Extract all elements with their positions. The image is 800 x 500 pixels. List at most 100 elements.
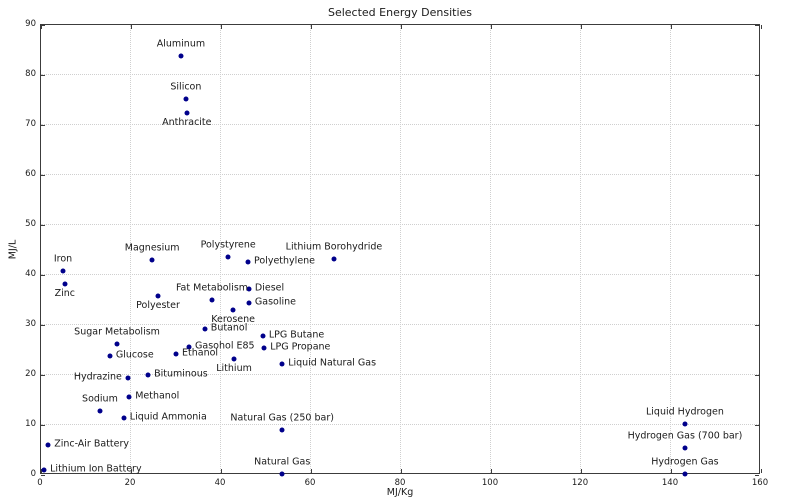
x-gridline bbox=[310, 25, 311, 473]
data-point bbox=[230, 307, 236, 313]
y-tick-label: 60 bbox=[25, 169, 36, 179]
data-point bbox=[261, 345, 267, 351]
data-point bbox=[260, 333, 266, 339]
data-point bbox=[114, 341, 120, 346]
data-point bbox=[107, 353, 113, 359]
point-label: Glucose bbox=[115, 349, 154, 361]
data-point bbox=[245, 259, 251, 265]
point-label: Bituminous bbox=[154, 368, 208, 380]
y-tick-label: 70 bbox=[25, 119, 36, 129]
data-point bbox=[155, 293, 161, 299]
point-label: Iron bbox=[53, 253, 73, 265]
point-label: Butanol bbox=[210, 322, 248, 334]
y-tick-mark bbox=[41, 25, 45, 26]
y-tick-label: 40 bbox=[25, 269, 36, 279]
point-label: Gasohol E85 bbox=[195, 340, 255, 352]
point-label: Natural Gas (250 bar) bbox=[230, 412, 334, 424]
data-point bbox=[331, 256, 337, 262]
y-gridline bbox=[41, 424, 759, 425]
x-tick-mark bbox=[131, 25, 132, 29]
data-point bbox=[209, 297, 215, 303]
point-label: Anthracite bbox=[162, 117, 212, 128]
data-point bbox=[231, 356, 237, 362]
y-tick-mark bbox=[41, 475, 45, 476]
y-tick-label: 10 bbox=[25, 419, 36, 429]
data-point bbox=[126, 394, 132, 400]
x-gridline bbox=[400, 25, 401, 473]
y-axis-label: MJ/L bbox=[7, 239, 19, 260]
x-tick-label: 40 bbox=[214, 478, 226, 488]
y-tick-mark bbox=[41, 375, 45, 376]
y-tick-mark bbox=[41, 225, 45, 226]
y-tick-label: 20 bbox=[25, 369, 36, 379]
x-tick-label: 60 bbox=[304, 478, 316, 488]
point-label: Polyester bbox=[136, 300, 180, 311]
data-point bbox=[97, 408, 103, 414]
point-label: Magnesium bbox=[124, 242, 180, 254]
plot-area: Aluminum Silicon Anthracite Magnesium Iron Zi… bbox=[40, 24, 762, 477]
y-tick-mark bbox=[755, 25, 759, 26]
y-tick-mark bbox=[755, 475, 759, 476]
point-label: Aluminum bbox=[156, 38, 206, 50]
x-tick-label: 100 bbox=[481, 478, 499, 488]
point-label: Gasoline bbox=[254, 296, 296, 308]
x-tick-label: 140 bbox=[661, 478, 679, 488]
data-point bbox=[45, 442, 51, 448]
x-tick-mark bbox=[581, 469, 582, 473]
x-tick-label: 0 bbox=[37, 478, 43, 488]
point-label: LPG Propane bbox=[270, 341, 331, 353]
y-tick-mark bbox=[41, 325, 45, 326]
y-tick-mark bbox=[755, 75, 759, 76]
point-label: Ethanol bbox=[182, 347, 219, 359]
point-label: Sugar Metabolism bbox=[74, 326, 160, 338]
data-point bbox=[62, 281, 68, 287]
y-gridline bbox=[41, 74, 759, 75]
point-label: Natural Gas bbox=[254, 456, 311, 468]
x-tick-mark bbox=[581, 25, 582, 29]
data-point bbox=[279, 361, 285, 367]
y-tick-mark bbox=[41, 125, 45, 126]
x-tick-mark bbox=[41, 25, 42, 29]
data-point bbox=[202, 326, 208, 332]
data-point bbox=[246, 286, 252, 291]
y-tick-mark bbox=[41, 275, 45, 276]
x-tick-label: 160 bbox=[751, 478, 769, 488]
y-gridline bbox=[41, 224, 759, 225]
x-gridline bbox=[130, 25, 131, 473]
data-point bbox=[173, 351, 179, 357]
data-point bbox=[149, 257, 155, 263]
x-gridline bbox=[580, 25, 581, 473]
x-tick-mark bbox=[671, 25, 672, 29]
point-label: Hydrogen Gas (700 bar) bbox=[627, 430, 743, 442]
x-tick-mark bbox=[221, 25, 222, 29]
point-label: Silicon bbox=[170, 81, 202, 93]
y-tick-mark bbox=[755, 375, 759, 376]
y-gridline bbox=[41, 124, 759, 125]
data-point bbox=[145, 372, 151, 378]
data-point bbox=[178, 53, 184, 59]
point-label: Polystyrene bbox=[200, 239, 256, 251]
data-point bbox=[121, 415, 127, 421]
x-tick-mark bbox=[401, 469, 402, 473]
data-point bbox=[682, 471, 688, 477]
y-tick-mark bbox=[755, 175, 759, 176]
point-label: Zinc-Air Battery bbox=[54, 438, 130, 450]
point-label: Hydrazine bbox=[73, 371, 122, 383]
x-gridline bbox=[670, 25, 671, 473]
point-label: Liquid Ammonia bbox=[129, 411, 207, 423]
data-point bbox=[184, 110, 190, 116]
x-tick-mark bbox=[761, 469, 762, 473]
point-label: Hydrogen Gas bbox=[651, 456, 719, 468]
y-gridline bbox=[41, 174, 759, 175]
x-gridline bbox=[220, 25, 221, 473]
y-tick-mark bbox=[41, 425, 45, 426]
data-point bbox=[186, 344, 192, 350]
y-tick-mark bbox=[755, 275, 759, 276]
data-point bbox=[682, 445, 688, 450]
x-tick-mark bbox=[221, 469, 222, 473]
y-gridline bbox=[41, 274, 759, 275]
y-tick-label: 30 bbox=[25, 319, 36, 329]
x-tick-mark bbox=[491, 469, 492, 473]
point-label: Polyethylene bbox=[254, 255, 316, 267]
